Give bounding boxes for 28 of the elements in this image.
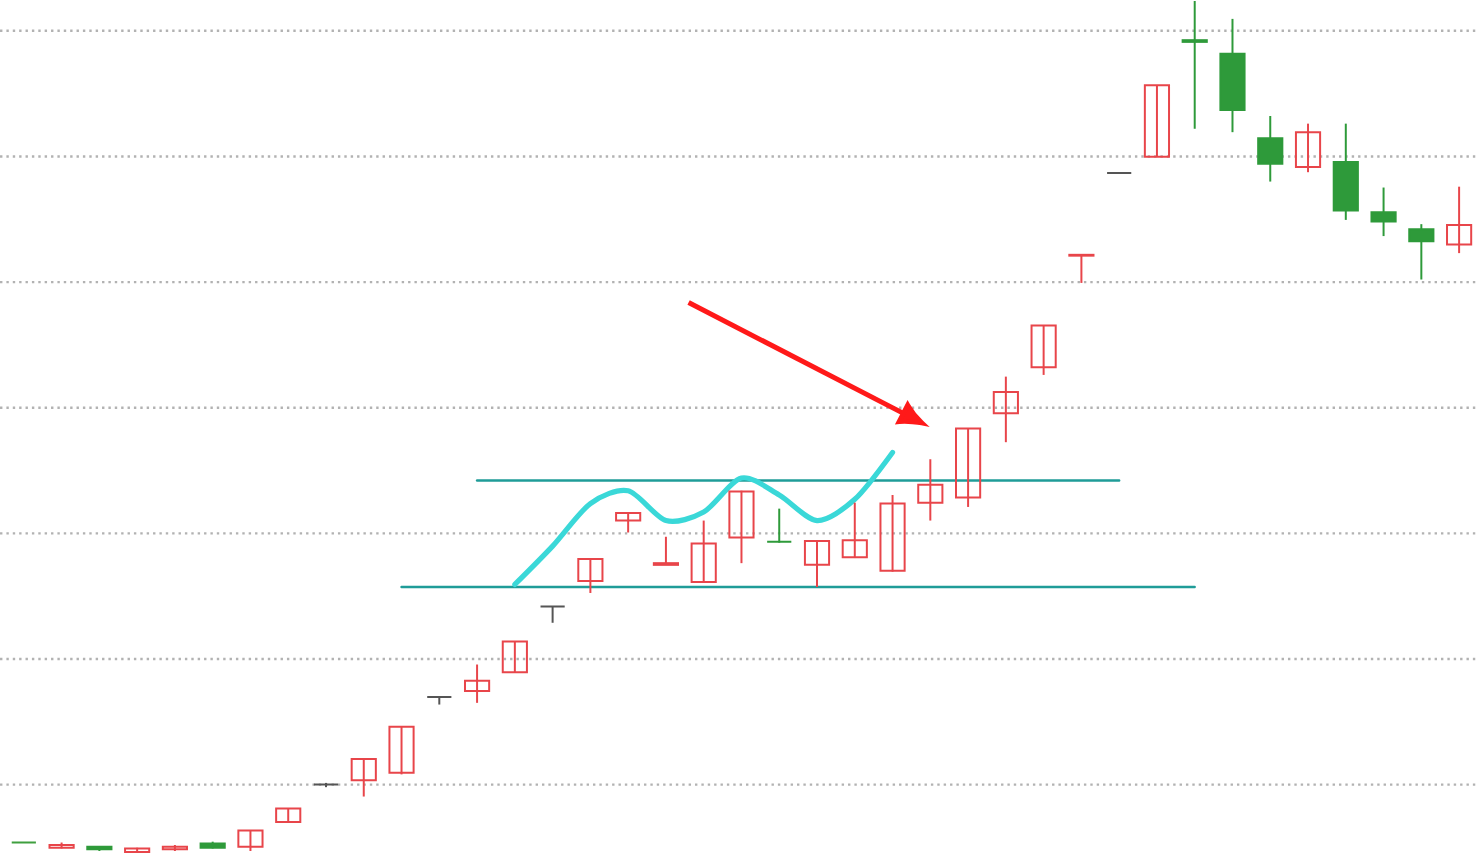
candlestick: [728, 489, 755, 565]
candlestick: [1257, 115, 1284, 183]
candlestick: [1030, 324, 1057, 377]
candlestick: [237, 829, 264, 853]
candlestick: [1068, 253, 1095, 285]
candlestick: [1181, 0, 1208, 130]
candlestick: [1294, 122, 1322, 174]
candlestick: [992, 375, 1019, 444]
candlestick: [426, 696, 453, 706]
candlestick: [955, 427, 982, 509]
candlestick: [841, 501, 868, 560]
candlestick: [652, 535, 680, 566]
candlestick: [879, 494, 906, 573]
candlestick: [1446, 185, 1473, 255]
candlestick: [615, 512, 642, 534]
candlestick: [690, 519, 717, 584]
candlestick: [1408, 223, 1435, 281]
candlestick: [917, 458, 944, 522]
candlestick: [803, 540, 831, 589]
candlestick: [501, 640, 528, 675]
candlestick: [1143, 84, 1171, 158]
candlestick: [1370, 186, 1397, 238]
candlestick: [539, 605, 566, 624]
candlestick: [388, 725, 415, 776]
candlestick: [577, 558, 604, 595]
candlestick: [766, 507, 793, 544]
candlestick: [463, 663, 491, 704]
candlestick: [350, 758, 377, 798]
